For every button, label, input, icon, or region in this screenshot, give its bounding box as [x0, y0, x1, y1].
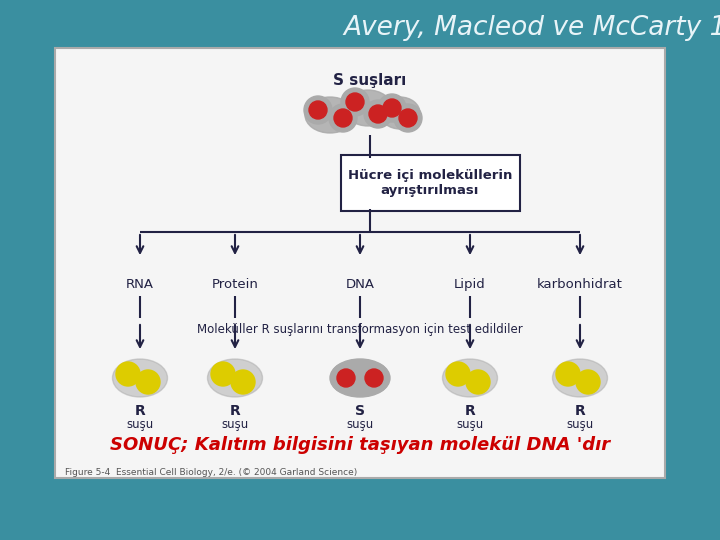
Circle shape: [331, 363, 361, 393]
Circle shape: [211, 362, 235, 386]
Circle shape: [346, 93, 364, 111]
FancyBboxPatch shape: [55, 48, 665, 478]
Text: RNA: RNA: [126, 278, 154, 291]
Circle shape: [136, 370, 160, 394]
Circle shape: [364, 100, 392, 128]
Text: Figure 5-4  Essential Cell Biology, 2/e. (© 2004 Garland Science): Figure 5-4 Essential Cell Biology, 2/e. …: [65, 468, 357, 477]
Circle shape: [394, 104, 422, 132]
Text: R: R: [230, 404, 240, 418]
Text: Lipid: Lipid: [454, 278, 486, 291]
Circle shape: [116, 362, 140, 386]
Circle shape: [556, 362, 580, 386]
Circle shape: [359, 363, 389, 393]
Text: S suşları: S suşları: [333, 72, 407, 87]
Circle shape: [341, 88, 369, 116]
Circle shape: [576, 370, 600, 394]
Circle shape: [334, 109, 352, 127]
Circle shape: [378, 94, 406, 122]
Text: R: R: [464, 404, 475, 418]
Circle shape: [446, 362, 470, 386]
Text: R: R: [575, 404, 585, 418]
Text: Avery, Macleod ve McCarty 1943: Avery, Macleod ve McCarty 1943: [343, 15, 720, 41]
Ellipse shape: [344, 90, 392, 126]
Circle shape: [369, 105, 387, 123]
Circle shape: [365, 369, 383, 387]
Circle shape: [231, 370, 255, 394]
Text: suşu: suşu: [221, 418, 248, 431]
Text: suşu: suşu: [567, 418, 593, 431]
Circle shape: [329, 104, 357, 132]
Circle shape: [466, 370, 490, 394]
Text: Moleküller R suşlarını transformasyon için test edildiler: Moleküller R suşlarını transformasyon iç…: [197, 323, 523, 336]
Circle shape: [304, 96, 332, 124]
Ellipse shape: [207, 359, 263, 397]
Ellipse shape: [305, 97, 355, 133]
Circle shape: [309, 101, 327, 119]
Text: Hücre içi moleküllerin
ayrıştırılması: Hücre içi moleküllerin ayrıştırılması: [348, 169, 512, 197]
Text: karbonhidrat: karbonhidrat: [537, 278, 623, 291]
Text: R: R: [135, 404, 145, 418]
Text: suşu: suşu: [456, 418, 484, 431]
Circle shape: [383, 99, 401, 117]
Text: Protein: Protein: [212, 278, 258, 291]
Circle shape: [399, 109, 417, 127]
Text: SONUÇ; Kalıtım bilgisini taşıyan molekül DNA 'dır: SONUÇ; Kalıtım bilgisini taşıyan molekül…: [110, 436, 610, 454]
Text: suşu: suşu: [127, 418, 153, 431]
Ellipse shape: [112, 359, 168, 397]
Text: suşu: suşu: [346, 418, 374, 431]
Ellipse shape: [443, 359, 498, 397]
Text: DNA: DNA: [346, 278, 374, 291]
Circle shape: [337, 369, 355, 387]
Ellipse shape: [330, 359, 390, 397]
Text: S: S: [355, 404, 365, 418]
Ellipse shape: [380, 97, 420, 129]
Ellipse shape: [552, 359, 608, 397]
FancyBboxPatch shape: [341, 155, 520, 211]
